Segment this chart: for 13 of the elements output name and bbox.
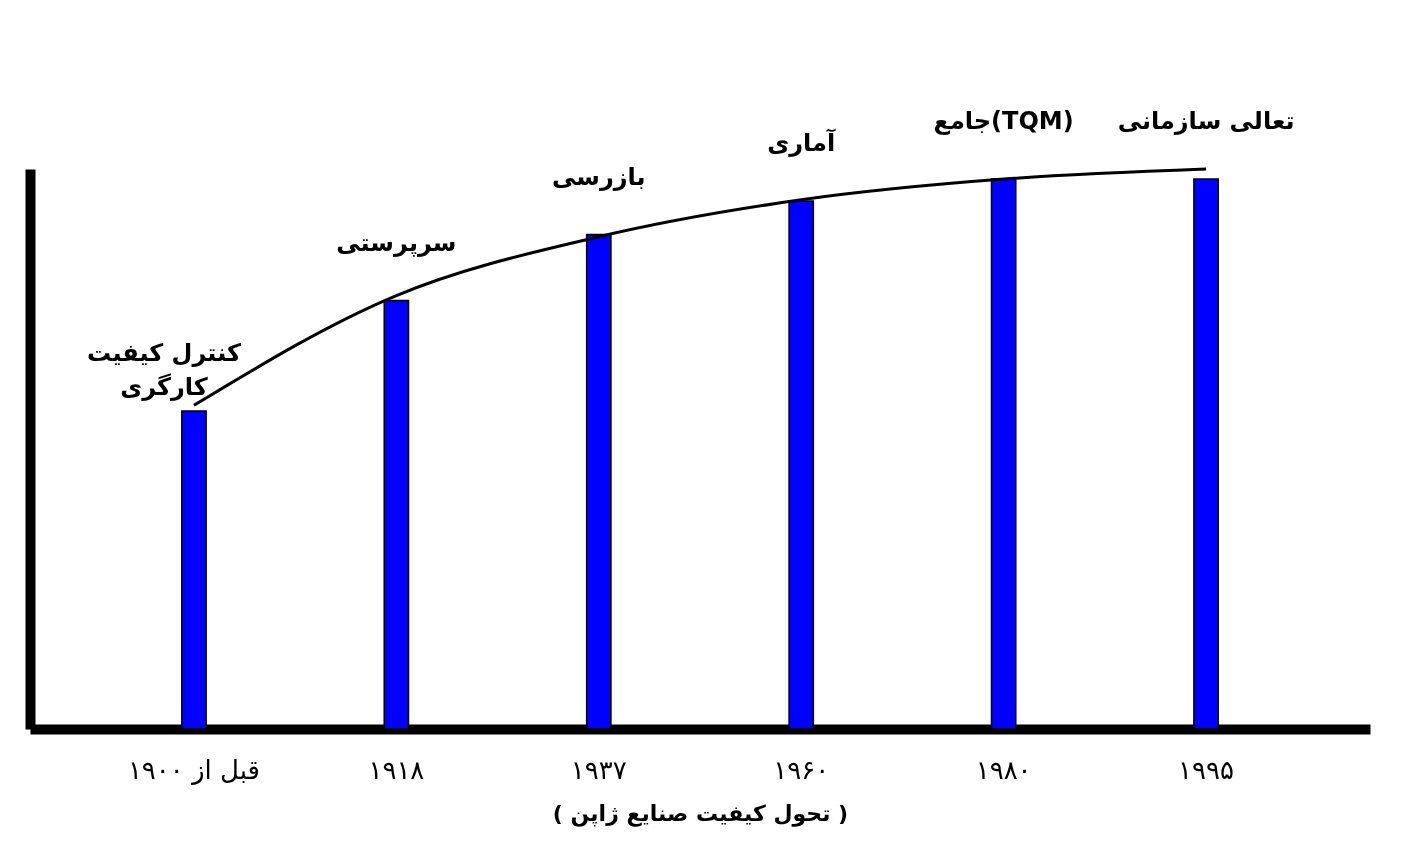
x-tick-label: ۱۹۹۵ <box>1178 754 1234 785</box>
annotation: جامع(TQM) <box>933 107 1074 136</box>
annotation: سرپرستی <box>336 228 457 257</box>
x-tick-label: ۱۹۸۰ <box>975 754 1032 785</box>
x-tick-label: قبل از ۱۹۰۰ <box>127 754 261 785</box>
x-tick-label: ۱۹۳۷ <box>570 754 627 785</box>
annotation: بازرسی <box>552 162 646 191</box>
annotation: کنترل کیفیت کارگری <box>87 338 241 401</box>
x-tick-label: ۱۹۶۰ <box>773 754 830 785</box>
annotation: آماری <box>767 127 836 157</box>
annotation: تعالی سازمانی <box>1117 107 1295 136</box>
x-axis-title: ( تحول کیفیت صنایع ژاپن ) <box>552 800 849 827</box>
x-tick-label: ۱۹۱۸ <box>368 754 425 785</box>
